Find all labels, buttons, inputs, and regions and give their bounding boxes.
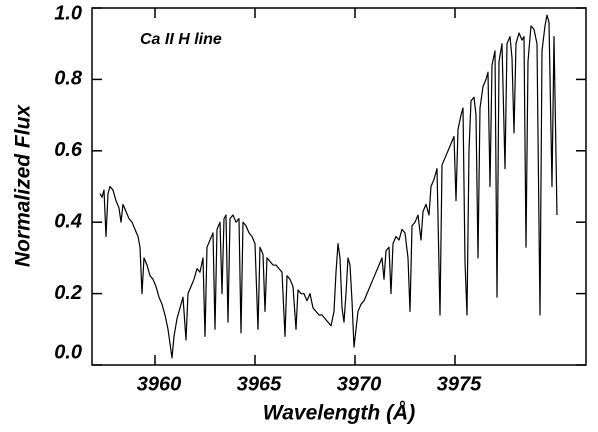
annotation: Ca II H line: [140, 31, 222, 48]
x-tick-label: 3960: [137, 373, 182, 395]
y-tick-label: 0.2: [54, 282, 82, 304]
y-tick-label: 0.6: [54, 139, 83, 161]
y-tick-label: 0.0: [54, 341, 82, 363]
y-axis-title: Normalized Flux: [12, 104, 35, 268]
x-tick-label: 3975: [437, 373, 482, 395]
y-tick-label: 0.4: [54, 210, 82, 232]
x-axis-title: Wavelength (Å): [263, 401, 415, 425]
y-tick-label: 1.0: [54, 2, 82, 24]
plot-frame: [91, 7, 587, 366]
x-tick-label: 3970: [337, 373, 382, 395]
spectrum-line: [99, 14, 558, 359]
x-tick-label: 3965: [237, 373, 282, 395]
y-tick-label: 0.8: [54, 68, 83, 90]
